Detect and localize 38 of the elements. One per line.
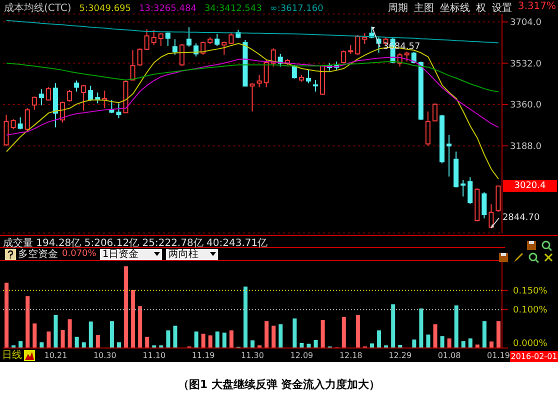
text: （图1 大盘继续反弹 资金流入力度加大） bbox=[176, 377, 382, 392]
text: 权 bbox=[476, 2, 486, 15]
x-tick-label: 11.30 bbox=[241, 351, 264, 360]
x-tick-label: 12.29 bbox=[388, 351, 412, 360]
text: 0.070% bbox=[62, 249, 96, 259]
text: 主图 bbox=[414, 2, 434, 15]
y-tick-label: 3188.0 bbox=[510, 142, 542, 152]
text: 日线 bbox=[2, 348, 22, 362]
x-tick-label: 11.10 bbox=[142, 351, 166, 360]
x-tick-label: 12.09 bbox=[290, 351, 314, 360]
y-tick-label: 3360.0 bbox=[510, 100, 542, 111]
x-tick-label: 10.21 bbox=[44, 351, 68, 360]
x-tick-label: 11.19 bbox=[192, 351, 215, 360]
chart-title: 多空资金 bbox=[18, 248, 58, 261]
chart-title: 成本均线(CTC) bbox=[4, 3, 72, 14]
x-tick-label: 01.19 bbox=[487, 351, 510, 360]
text: 5:3049.695 bbox=[79, 4, 131, 14]
y-tick-label: 3532.0 bbox=[510, 59, 542, 70]
text: 周期 bbox=[388, 2, 408, 15]
x-tick-label: 10.30 bbox=[93, 351, 116, 360]
dropdown-field: 两向柱 bbox=[166, 248, 218, 260]
text: 3.317% bbox=[518, 1, 556, 14]
y-tick-label: 0.100% bbox=[513, 306, 548, 316]
y-tick-label: 0.000% bbox=[513, 339, 548, 349]
text: 坐标线 bbox=[440, 2, 470, 15]
chart-subtitle: 成交量 194.28亿 5:206.12亿 25:222.78亿 40:243.71亿 bbox=[0, 236, 505, 249]
y-tick-label: 3704.0 bbox=[510, 18, 542, 28]
text: 2016-02-01 bbox=[510, 351, 558, 362]
text: ∞:3617.160 bbox=[270, 4, 324, 14]
text: 2844.70 bbox=[501, 212, 541, 224]
x-tick-label: 01.08 bbox=[438, 351, 461, 360]
text: 3020.4 bbox=[503, 180, 557, 192]
y-tick-label: 0.150% bbox=[513, 286, 548, 296]
text: 设置 bbox=[492, 2, 512, 15]
text: 13:3265.484 bbox=[139, 4, 196, 14]
text: 34:3412.543 bbox=[204, 4, 262, 14]
x-tick-label: 12.18 bbox=[339, 351, 362, 360]
dropdown-field: 1日资金 bbox=[100, 248, 162, 260]
